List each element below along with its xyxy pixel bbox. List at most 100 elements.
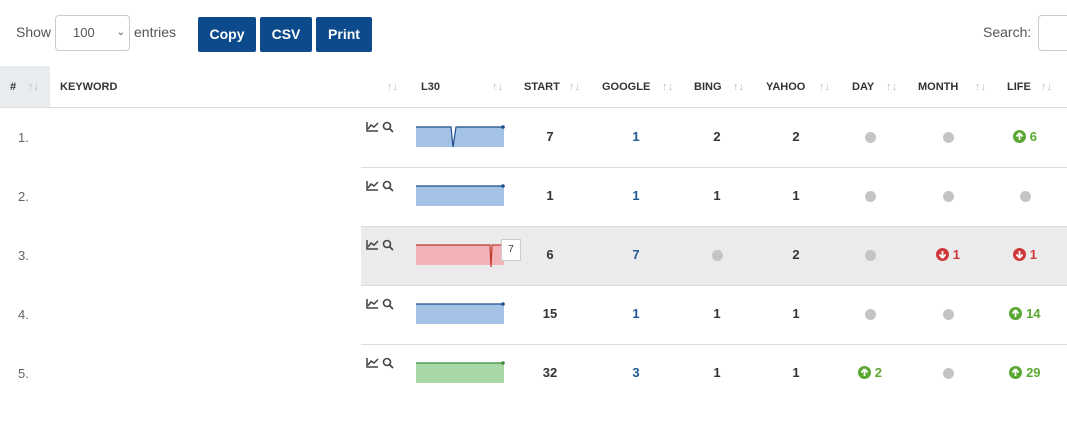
empty-dot — [943, 132, 954, 143]
google-rank: 1 — [632, 129, 640, 144]
yahoo-rank: 1 — [792, 306, 800, 321]
sparkline — [416, 184, 506, 215]
entries-label: entries — [134, 24, 177, 40]
column-header: DAY — [852, 81, 875, 93]
sparkline-chart — [416, 125, 505, 148]
sort-icon: ↑↓ — [28, 81, 39, 93]
google-rank: 3 — [632, 365, 640, 380]
life-change: 6 — [995, 129, 1055, 144]
change-value: 2 — [874, 365, 882, 380]
change-value: 1 — [952, 247, 960, 262]
google-rank: 7 — [632, 247, 640, 262]
bing-rank: 2 — [713, 129, 721, 144]
rank: 4. — [18, 307, 29, 322]
bing-rank: 1 — [713, 365, 721, 380]
start-rank: 32 — [542, 365, 558, 380]
sort-icon: ↑↓ — [975, 81, 986, 93]
life-change: 29 — [995, 365, 1055, 380]
row-border — [361, 285, 1067, 286]
rank: 1. — [18, 130, 29, 145]
sort-icon: ↑↓ — [662, 81, 673, 93]
google-rank: 1 — [632, 188, 640, 203]
empty-dot — [865, 250, 876, 261]
empty-dot — [1020, 191, 1031, 202]
row-icons — [366, 179, 396, 196]
rank-header-bg — [0, 66, 50, 108]
yahoo-rank: 2 — [792, 129, 800, 144]
rank: 5. — [18, 366, 29, 381]
chart-search-icons — [366, 180, 394, 192]
empty-dot — [865, 132, 876, 143]
rank: 3. — [18, 248, 29, 263]
day-change: 2 — [840, 365, 900, 380]
sparkline — [416, 243, 506, 274]
trend-icon — [1013, 130, 1027, 143]
sort-icon: ↑↓ — [387, 81, 398, 93]
bing-rank: 1 — [713, 188, 721, 203]
trend-icon — [936, 248, 950, 261]
sparkline — [416, 361, 506, 392]
rank: 2. — [18, 189, 29, 204]
chart-search-icons — [366, 298, 394, 310]
change-value: 1 — [1029, 247, 1037, 262]
column-header: GOOGLE — [602, 81, 651, 93]
row-icons — [366, 120, 396, 137]
month-change: 1 — [918, 247, 978, 262]
sort-icon: ↑↓ — [733, 81, 744, 93]
change-value: 29 — [1026, 365, 1041, 380]
start-rank: 15 — [542, 306, 558, 321]
empty-dot — [943, 309, 954, 320]
chart-search-icons — [366, 357, 394, 369]
show-label: Show — [16, 24, 52, 40]
row-icons — [366, 297, 396, 314]
column-header: # — [10, 81, 17, 93]
row-border — [361, 167, 1067, 168]
trend-icon — [1009, 366, 1023, 379]
column-header: MONTH — [918, 81, 959, 93]
start-rank: 6 — [546, 247, 554, 262]
column-header: BING — [694, 81, 722, 93]
trend-icon — [1013, 248, 1027, 261]
yahoo-rank: 1 — [792, 365, 800, 380]
chart-search-icons — [366, 239, 394, 251]
search-input[interactable] — [1038, 15, 1067, 51]
bing-rank: 1 — [713, 306, 721, 321]
empty-dot — [943, 368, 954, 379]
change-value: 6 — [1029, 129, 1037, 144]
column-header: YAHOO — [766, 81, 806, 93]
search-label: Search: — [983, 24, 1032, 40]
yahoo-rank: 2 — [792, 247, 800, 262]
row-border — [361, 344, 1067, 345]
trend-icon — [858, 366, 872, 379]
chart-search-icons — [366, 121, 394, 133]
sort-icon: ↑↓ — [569, 81, 580, 93]
sort-icon: ↑↓ — [492, 81, 503, 93]
sparkline-chart — [416, 184, 505, 206]
life-change: 1 — [995, 247, 1055, 262]
length-value: 100 — [73, 25, 95, 40]
yahoo-rank: 1 — [792, 188, 800, 203]
empty-dot — [712, 250, 723, 261]
sparkline-chart — [416, 302, 505, 324]
google-rank: 1 — [632, 306, 640, 321]
row-icons — [366, 356, 396, 373]
row-icons — [366, 238, 396, 255]
start-rank: 1 — [546, 188, 554, 203]
start-rank: 7 — [546, 129, 554, 144]
sparkline — [416, 125, 506, 156]
column-header: KEYWORD — [60, 81, 118, 93]
header-border — [0, 107, 1067, 108]
column-header: L30 — [421, 81, 440, 93]
trend-icon — [1009, 307, 1023, 320]
life-change: 14 — [995, 306, 1055, 321]
change-value: 14 — [1026, 306, 1041, 321]
column-header: START — [524, 81, 560, 93]
empty-dot — [865, 191, 876, 202]
sparkline — [416, 302, 506, 333]
length-select[interactable]: 100 ⌄ — [55, 15, 130, 51]
copy-button[interactable]: Copy — [198, 17, 256, 52]
csv-button[interactable]: CSV — [260, 17, 312, 52]
print-button[interactable]: Print — [316, 17, 372, 52]
sort-icon: ↑↓ — [886, 81, 897, 93]
sparkline-chart — [416, 243, 505, 268]
